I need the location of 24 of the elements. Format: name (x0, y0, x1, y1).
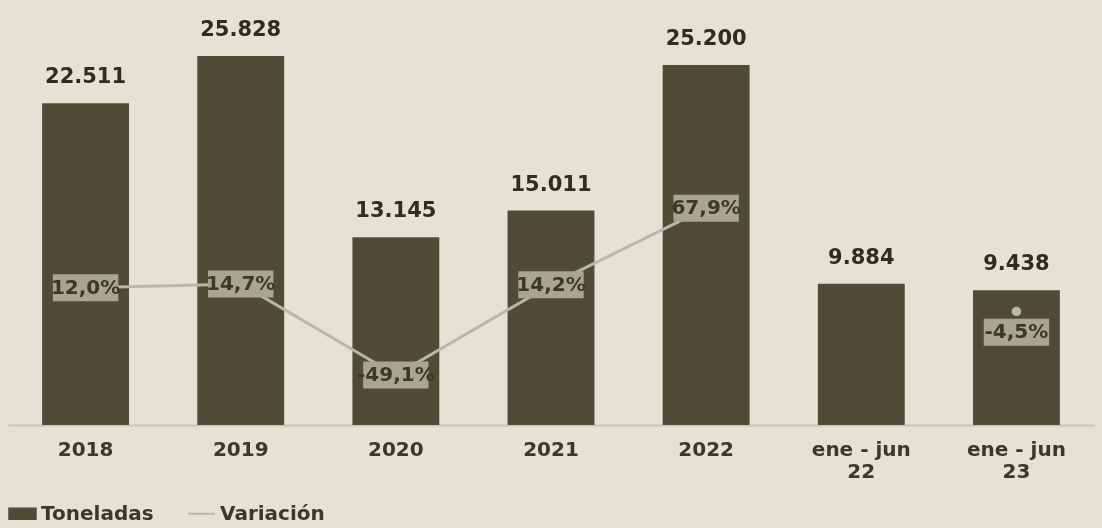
data-label: 9.438 (983, 251, 1050, 276)
x-tick-label: 2022 (678, 436, 734, 461)
legend-label: Variación (220, 500, 325, 525)
legend-label: Toneladas (41, 500, 154, 525)
data-label: 15.011 (510, 171, 592, 196)
x-tick-label: 2020 (368, 436, 424, 461)
bar (662, 64, 750, 425)
data-label: 12,0% (50, 274, 121, 299)
bar (42, 103, 130, 425)
bar (197, 55, 285, 425)
bar (817, 283, 905, 425)
x-tick-label: 2018 (57, 436, 114, 461)
data-label: 25.200 (665, 25, 747, 50)
bar (507, 210, 595, 425)
data-label: 22.511 (45, 64, 127, 89)
x-tick-label: ene - jun 22 (811, 436, 911, 483)
bar (352, 237, 440, 425)
data-label: 25.828 (200, 16, 282, 41)
x-tick-label: 2019 (212, 436, 269, 461)
data-label: -4,5% (984, 319, 1049, 344)
data-label: 9.884 (828, 244, 895, 269)
x-tick-label: ene - jun 23 (966, 436, 1066, 483)
data-label: 13.145 (355, 198, 437, 223)
x-tick-label: 2021 (523, 436, 579, 461)
